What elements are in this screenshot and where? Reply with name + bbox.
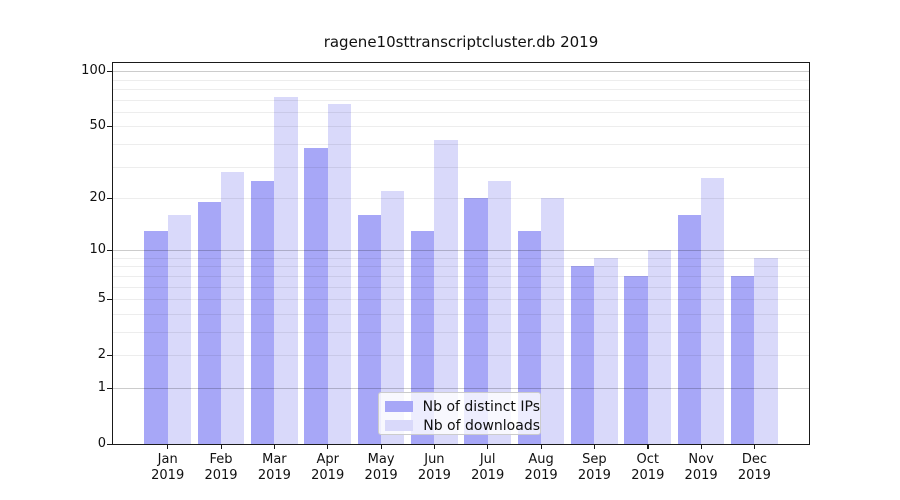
- x-tick-dec: [753, 444, 756, 449]
- legend-swatch-downloads-icon: [385, 420, 414, 431]
- x-axis-tick-label-oct: Oct 2019: [631, 452, 665, 483]
- x-axis-tick-label-sep: Sep 2019: [577, 452, 611, 483]
- x-tick-jan: [167, 444, 169, 449]
- bar-downloads-aug: [541, 198, 565, 444]
- y-axis-tick-label-2: 2: [97, 347, 106, 363]
- minor-gridline-7: [113, 276, 809, 277]
- bar-downloads-oct: [647, 250, 672, 444]
- bar-distinct-ips-sep: [571, 266, 595, 444]
- bar-distinct-ips-aug: [517, 230, 542, 444]
- x-axis-tick-label-may: May 2019: [364, 452, 398, 483]
- x-axis-tick-label-nov: Nov 2019: [684, 452, 718, 483]
- x-tick-aug: [540, 444, 542, 449]
- y-axis-tick-label-100: 100: [81, 63, 106, 79]
- y-tick-2: [107, 354, 113, 356]
- x-axis-tick-label-jan: Jan 2019: [151, 452, 185, 483]
- minor-gridline-8: [113, 266, 809, 268]
- y-tick-0: [107, 443, 113, 445]
- major-gridline-10: [113, 250, 809, 252]
- x-axis-tick-label-mar: Mar 2019: [257, 452, 291, 483]
- plot-area: [107, 62, 811, 449]
- y-axis-tick-label-10: 10: [89, 242, 106, 258]
- bar-distinct-ips-mar: [251, 180, 275, 444]
- minor-gridline-40: [113, 143, 809, 145]
- bar-distinct-ips-feb: [197, 201, 222, 444]
- minor-gridline-3: [113, 332, 809, 333]
- x-tick-nov: [700, 444, 702, 449]
- x-axis-tick-label-jun: Jun 2019: [417, 452, 451, 483]
- x-tick-oct: [647, 444, 649, 449]
- bar-downloads-jun: [434, 140, 458, 444]
- legend-entry-downloads: Nb of downloads: [385, 417, 540, 434]
- minor-gridline-5: [113, 299, 809, 301]
- legend-label-distinct-ips: Nb of distinct IPs: [422, 398, 540, 415]
- legend-label-downloads: Nb of downloads: [423, 417, 540, 434]
- x-tick-jul: [487, 444, 489, 449]
- bar-distinct-ips-jul: [464, 198, 488, 444]
- bar-distinct-ips-oct: [624, 276, 648, 444]
- y-tick-20: [107, 197, 113, 199]
- legend-swatch-distinct-ips-icon: [385, 401, 413, 412]
- y-tick-5: [107, 298, 113, 300]
- x-tick-mar: [273, 444, 276, 449]
- bar-distinct-ips-may: [357, 215, 382, 444]
- x-axis-tick-label-jul: Jul 2019: [471, 452, 505, 483]
- top-spine: [112, 62, 810, 64]
- y-axis-tick-label-1: 1: [97, 380, 106, 395]
- y-tick-100: [107, 70, 113, 72]
- minor-gridline-30: [113, 166, 809, 168]
- x-tick-feb: [220, 444, 222, 449]
- bar-downloads-may: [381, 190, 405, 444]
- left-spine: [112, 62, 114, 445]
- bar-downloads-jan: [167, 215, 191, 444]
- minor-gridline-60: [113, 111, 809, 113]
- bar-distinct-ips-jan: [144, 230, 168, 444]
- minor-gridline-20: [113, 198, 809, 199]
- bar-downloads-jul: [487, 180, 512, 444]
- y-axis-tick-label-50: 50: [89, 118, 106, 134]
- minor-gridline-90: [113, 79, 809, 81]
- x-tick-sep: [593, 444, 596, 449]
- bar-downloads-nov: [701, 177, 725, 444]
- x-tick-apr: [327, 444, 329, 449]
- major-gridline-1: [113, 388, 809, 389]
- minor-gridline-80: [113, 88, 809, 90]
- x-axis-tick-label-apr: Apr 2019: [311, 452, 345, 483]
- legend-entry-distinct-ips: Nb of distinct IPs: [385, 398, 540, 415]
- minor-gridline-70: [113, 99, 809, 101]
- bar-downloads-apr: [327, 104, 352, 444]
- bar-downloads-dec: [754, 257, 778, 444]
- bottom-spine: [112, 444, 810, 446]
- minor-gridline-4: [113, 313, 809, 315]
- y-tick-10: [107, 249, 113, 251]
- bar-downloads-mar: [274, 97, 298, 444]
- minor-gridline-9: [113, 257, 809, 259]
- right-spine: [809, 62, 811, 445]
- x-axis-tick-label-feb: Feb 2019: [204, 452, 238, 483]
- minor-gridline-2: [113, 355, 809, 357]
- x-axis-tick-label-dec: Dec 2019: [737, 452, 771, 483]
- bar-distinct-ips-nov: [677, 215, 702, 444]
- x-tick-jun: [433, 444, 436, 449]
- y-tick-1: [107, 387, 113, 389]
- chart-title: ragene10sttranscriptcluster.db 2019: [323, 33, 599, 51]
- bar-distinct-ips-jun: [411, 230, 435, 444]
- x-tick-may: [380, 444, 382, 449]
- minor-gridline-6: [113, 286, 809, 288]
- bar-distinct-ips-dec: [731, 276, 755, 444]
- bar-distinct-ips-apr: [304, 148, 328, 444]
- minor-gridline-50: [113, 126, 809, 128]
- bar-downloads-feb: [221, 171, 245, 444]
- y-axis-tick-label-5: 5: [97, 291, 106, 307]
- y-axis-tick-label-20: 20: [89, 190, 106, 205]
- bar-downloads-sep: [594, 257, 618, 444]
- legend: Nb of distinct IPs Nb of downloads: [378, 392, 541, 435]
- major-gridline-100: [113, 71, 809, 73]
- y-axis-tick-label-0: 0: [97, 436, 106, 451]
- y-tick-50: [107, 125, 113, 128]
- x-axis-tick-label-aug: Aug 2019: [524, 452, 558, 483]
